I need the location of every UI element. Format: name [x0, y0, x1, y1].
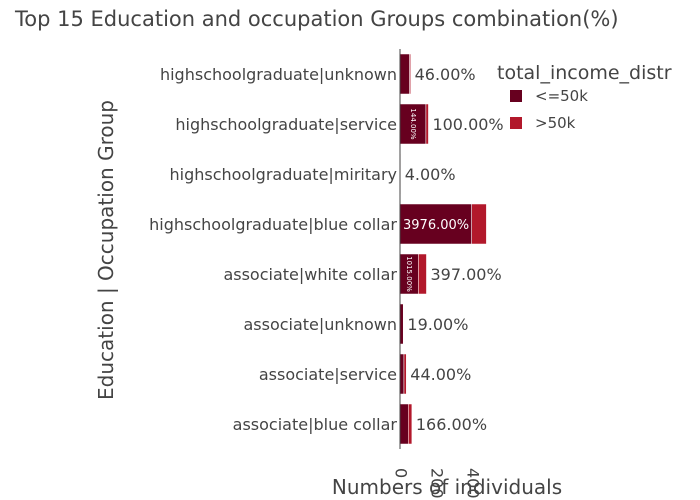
legend-item[interactable]: <=50k	[510, 87, 588, 105]
x-axis: 0 200 400	[392, 468, 483, 499]
data-label: 144.00%	[409, 108, 417, 139]
bar-1-6[interactable]	[403, 353, 407, 395]
x-axis-title: Numbers of individuals	[332, 475, 562, 499]
data-label: 3976.00%	[403, 218, 469, 233]
category-label: highschoolgraduate|service	[175, 115, 397, 134]
bar-1-7[interactable]	[408, 403, 413, 445]
x-tick-label: 200	[428, 468, 447, 499]
x-tick-label: 0	[392, 468, 411, 478]
category-label: associate|unknown	[243, 315, 397, 334]
legend-item[interactable]: >50k	[510, 114, 576, 132]
bar-0-7[interactable]	[399, 403, 409, 445]
chart-title: Top 15 Education and occupation Groups c…	[14, 7, 619, 31]
bars: 46.00% 144.00% 100.00% 4.00% 3976.00% 1015.00…	[399, 49, 504, 449]
bar-0-0[interactable]	[399, 53, 410, 95]
legend-swatch	[510, 90, 522, 102]
data-label: 397.00%	[430, 265, 501, 284]
legend-items: <=50k >50k	[510, 87, 588, 132]
category-label: associate|white collar	[223, 265, 397, 284]
legend: total_income_distr <=50k >50k	[497, 62, 672, 132]
legend-label: >50k	[535, 114, 576, 132]
bar-0-3[interactable]	[399, 203, 472, 245]
data-label: 44.00%	[410, 365, 471, 384]
category-label: associate|blue collar	[233, 415, 398, 434]
bar-1-4[interactable]	[418, 253, 427, 295]
category-label: highschoolgraduate|unknown	[160, 65, 397, 84]
data-label: 1015.00%	[405, 256, 413, 292]
data-label: 100.00%	[432, 115, 503, 134]
bar-0-1[interactable]	[399, 103, 427, 145]
bar-0-6[interactable]	[399, 353, 405, 395]
bar-1-1[interactable]	[425, 103, 429, 145]
data-label: 46.00%	[415, 65, 476, 84]
legend-swatch	[510, 117, 522, 129]
data-label: 166.00%	[416, 415, 487, 434]
data-label: 19.00%	[407, 315, 468, 334]
y-axis-title: Education | Occupation Group	[94, 100, 118, 400]
category-label: associate|service	[259, 365, 397, 384]
category-labels: highschoolgraduate|unknown highschoolgrad…	[149, 65, 397, 434]
legend-label: <=50k	[535, 87, 588, 105]
category-label: highschoolgraduate|miritary	[169, 165, 397, 184]
bar-1-3[interactable]	[471, 203, 487, 245]
legend-title: total_income_distr	[497, 62, 672, 84]
category-label: highschoolgraduate|blue collar	[149, 215, 397, 234]
data-label: 4.00%	[405, 165, 456, 184]
x-tick-label: 400	[464, 468, 483, 499]
bar-1-0[interactable]	[409, 53, 411, 95]
